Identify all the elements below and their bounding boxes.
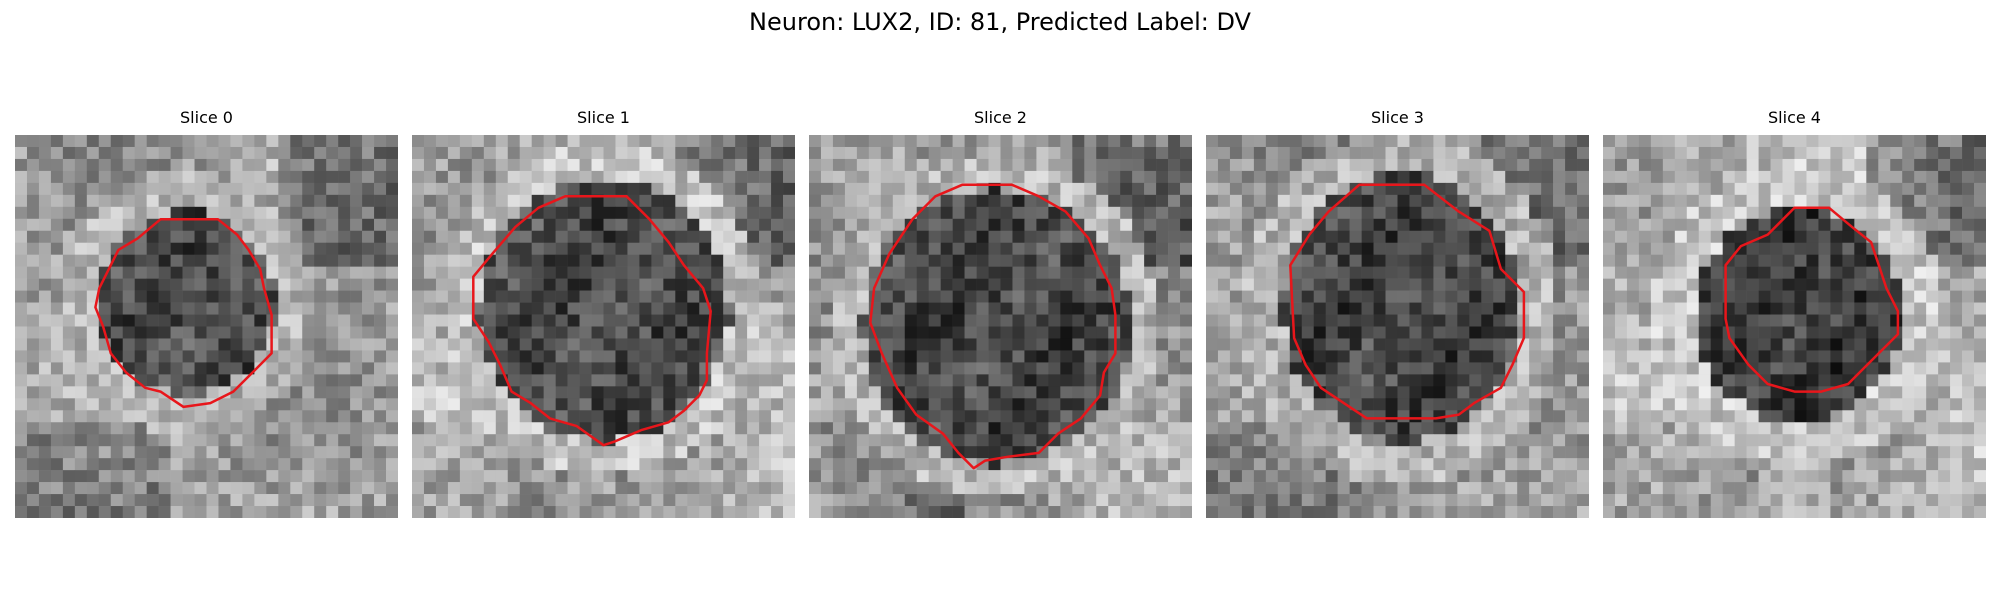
slice-2-image (809, 135, 1192, 518)
roi-contour-outline (1289, 183, 1526, 420)
pixel-grid (809, 135, 1192, 518)
figure-title: Neuron: LUX2, ID: 81, Predicted Label: D… (749, 8, 1251, 36)
roi-contour-outline (869, 183, 1117, 470)
roi-contour-outline (472, 195, 712, 447)
slice-3-image (1206, 135, 1589, 518)
slice-3-title: Slice 3 (1371, 108, 1424, 127)
roi-contour-outline (1724, 206, 1900, 393)
slice-1-title: Slice 1 (577, 108, 630, 127)
slice-panel-4: Slice 4 (1603, 108, 1986, 518)
roi-contour-outline (94, 218, 273, 409)
slice-2-title: Slice 2 (974, 108, 1027, 127)
pixel-grid (412, 135, 795, 518)
slice-1-image (412, 135, 795, 518)
slice-panel-2: Slice 2 (809, 108, 1192, 518)
pixel-grid (15, 135, 398, 518)
slice-panel-3: Slice 3 (1206, 108, 1589, 518)
slice-4-image (1603, 135, 1986, 518)
slice-panel-1: Slice 1 (412, 108, 795, 518)
pixel-grid (1603, 135, 1986, 518)
slice-panel-0: Slice 0 (15, 108, 398, 518)
pixel-grid (1206, 135, 1589, 518)
slice-0-title: Slice 0 (180, 108, 233, 127)
slice-0-image (15, 135, 398, 518)
slice-4-title: Slice 4 (1768, 108, 1821, 127)
